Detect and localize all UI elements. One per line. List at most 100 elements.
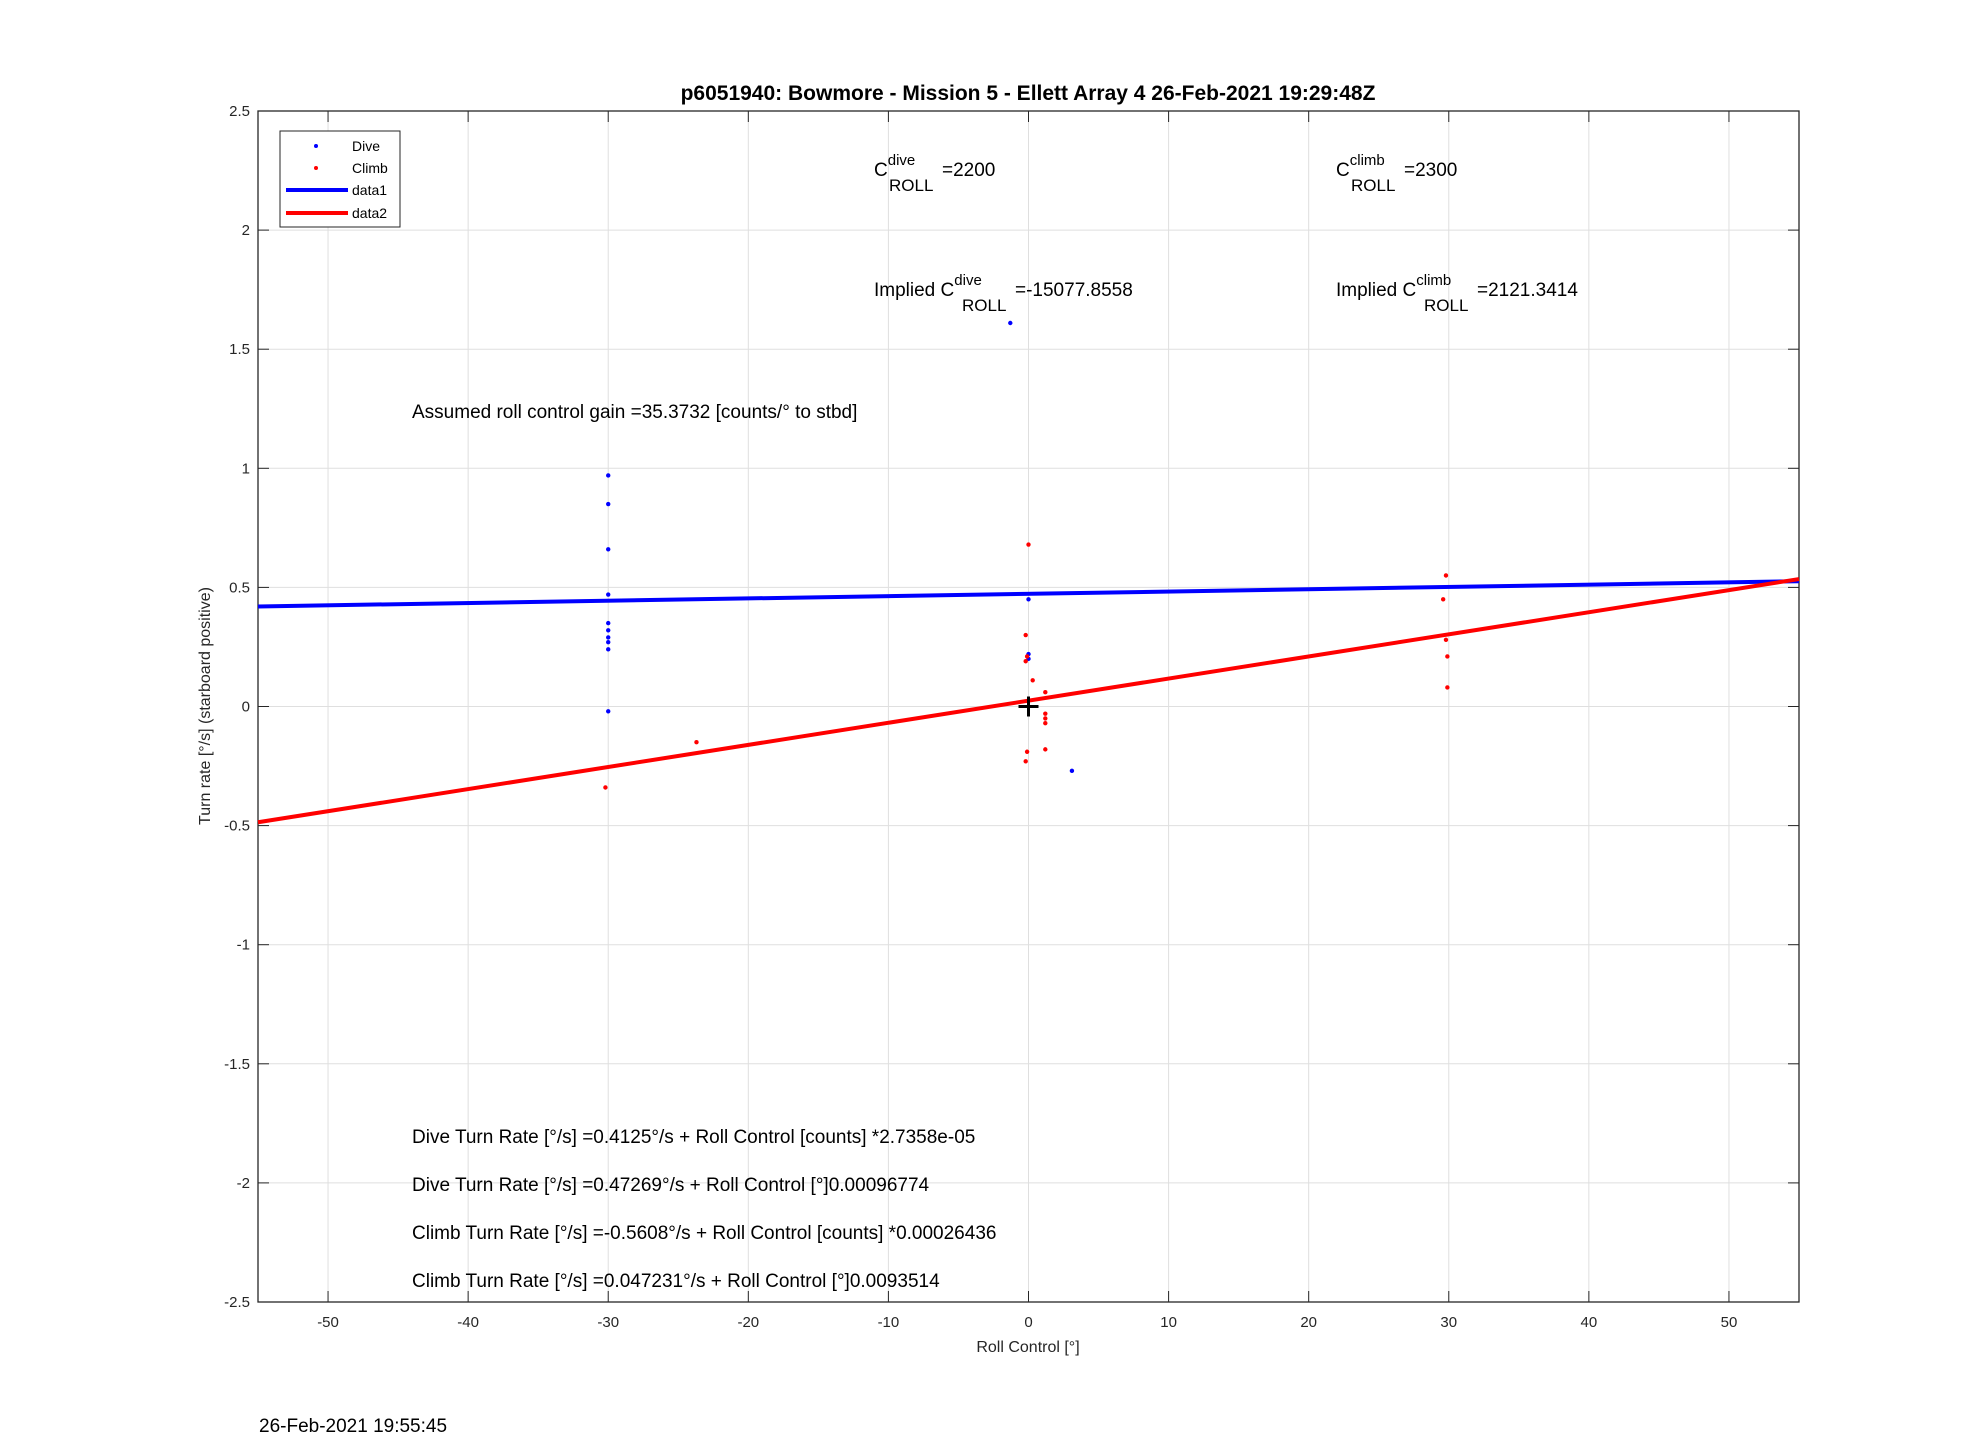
legend-item-climb: Climb (314, 160, 388, 176)
c-climb-value: =2300 (1404, 160, 1457, 181)
c-dive-annotation: Cdive ROLL =2200 (874, 152, 995, 195)
implied-climb-sup: climb (1416, 272, 1451, 289)
x-tick-label: 0 (1024, 1314, 1032, 1331)
y-tick-labels: -2.5 -2 -1.5 -1 -0.5 0 0.5 1 1.5 2 2.5 (224, 103, 250, 1311)
legend-item-data1: data1 (286, 182, 387, 198)
climb-point (1440, 597, 1446, 602)
dive-point (606, 473, 611, 478)
annotations: Cdive ROLL =2200 Cclimb ROLL =2300 Implied C… (412, 152, 1578, 1292)
implied-climb-base: C (1403, 280, 1417, 301)
x-tick-label: 40 (1581, 1314, 1598, 1331)
implied-dive-value: =-15077.8558 (1015, 280, 1133, 301)
x-axis-label: Roll Control [°] (976, 1339, 1079, 1356)
y-tick-label: 0 (242, 699, 250, 716)
climb-point (1026, 542, 1031, 547)
y-tick-label: 0.5 (229, 579, 250, 596)
climb-point (1043, 747, 1048, 752)
climb-point (1443, 637, 1449, 643)
legend-climb-label: Climb (352, 160, 388, 176)
timestamp: 26-Feb-2021 19:55:45 (259, 1416, 447, 1437)
c-dive-sub: ROLL (889, 176, 933, 195)
y-tick-label: -2 (237, 1175, 250, 1192)
climb-point (1023, 632, 1028, 638)
climb-point (1023, 759, 1028, 764)
c-climb-annotation: Cclimb ROLL =2300 (1336, 152, 1457, 195)
climb-point (1024, 654, 1030, 659)
y-tick-label: 2 (242, 222, 250, 239)
legend-item-data2: data2 (286, 205, 387, 221)
implied-dive-base: C (941, 280, 955, 301)
dive-point (606, 547, 611, 552)
climb-point (1043, 690, 1048, 695)
y-tick-label: -0.5 (224, 818, 250, 835)
legend-climb-marker (314, 166, 318, 170)
legend-data2-label: data2 (352, 205, 387, 221)
dive-point (606, 592, 611, 597)
implied-dive-prefix: Implied (874, 280, 941, 301)
legend-dive-marker (314, 144, 318, 148)
y-tick-label: 1.5 (229, 341, 250, 358)
climb-point (1443, 573, 1449, 578)
implied-climb-value: =2121.3414 (1477, 280, 1578, 301)
dive-point (1026, 597, 1031, 602)
c-dive-base: C (874, 160, 888, 181)
climb-point (1024, 749, 1030, 754)
y-tick-label: 1 (242, 460, 250, 477)
equation-climb-counts: Climb Turn Rate [°/s] =-0.5608°/s + Roll… (412, 1223, 996, 1244)
legend: Dive Climb data1 data2 (279, 130, 401, 228)
climb-point (1043, 711, 1048, 716)
x-tick-label: 20 (1300, 1314, 1317, 1331)
dive-point (606, 628, 611, 633)
data-marks (257, 320, 1800, 825)
equation-dive-counts: Dive Turn Rate [°/s] =0.4125°/s + Roll C… (412, 1127, 975, 1148)
c-climb-base: C (1336, 160, 1350, 181)
climb-point (1043, 716, 1048, 721)
climb-point (1445, 685, 1450, 690)
dive-point (606, 647, 611, 652)
implied-dive-annotation: Implied Cdive ROLL =-15077.8558 (874, 272, 1133, 315)
y-tick-label: 2.5 (229, 103, 250, 120)
equation-dive-degrees: Dive Turn Rate [°/s] =0.47269°/s + Roll … (412, 1175, 930, 1196)
plot-area: -50 -40 -30 -20 -10 0 10 20 30 40 50 -2.5-2-1.5-1-… (224, 103, 1800, 1331)
c-dive-value: =2200 (942, 160, 995, 181)
x-tick-label: 50 (1721, 1314, 1738, 1331)
c-climb-sub: ROLL (1351, 176, 1395, 195)
x-tick-label: -10 (878, 1314, 900, 1331)
implied-climb-annotation: Implied Cclimb ROLL =2121.3414 (1336, 272, 1578, 315)
dive-point (1008, 320, 1013, 326)
legend-item-dive: Dive (314, 138, 380, 154)
implied-climb-prefix: Implied (1336, 280, 1403, 301)
y-tick-label: -1 (237, 937, 250, 954)
data1-fit-line (257, 579, 1800, 609)
climb-point (603, 785, 608, 790)
chart-title: p6051940: Bowmore - Mission 5 - Ellett A… (681, 82, 1376, 105)
equation-climb-degrees: Climb Turn Rate [°/s] =0.047231°/s + Rol… (412, 1271, 940, 1292)
y-axis-label: Turn rate [°/s] (starboard positive) (197, 587, 214, 825)
c-climb-sup: climb (1350, 152, 1385, 169)
implied-dive-sub: ROLL (962, 296, 1006, 315)
y-tick-label: -1.5 (224, 1056, 250, 1073)
dive-point (606, 501, 611, 507)
origin-plus-marker (1018, 696, 1039, 717)
legend-data1-label: data1 (352, 182, 387, 198)
c-dive-sup: dive (888, 152, 916, 169)
dive-point (606, 709, 611, 714)
climb-point (1043, 720, 1048, 726)
climb-point (1445, 654, 1450, 659)
implied-climb-sub: ROLL (1424, 296, 1468, 315)
x-tick-label: -50 (317, 1314, 339, 1331)
dive-point (1069, 768, 1075, 774)
axis-ticks (258, 110, 1799, 1303)
dive-point (606, 639, 611, 645)
dive-point (606, 635, 611, 640)
x-tick-label: -20 (737, 1314, 759, 1331)
implied-dive-sup: dive (954, 272, 982, 289)
x-tick-label: 10 (1160, 1314, 1177, 1331)
climb-point (1023, 659, 1028, 664)
x-tick-label: 30 (1440, 1314, 1457, 1331)
climb-point (694, 740, 699, 745)
x-tick-label: -40 (457, 1314, 479, 1331)
climb-point (1030, 678, 1035, 683)
x-tick-label: -30 (597, 1314, 619, 1331)
